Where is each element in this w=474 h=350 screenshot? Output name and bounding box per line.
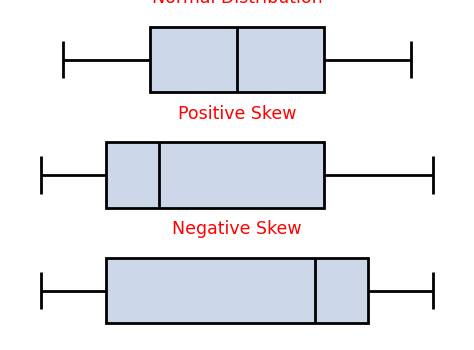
Text: Negative Skew: Negative Skew <box>172 220 302 238</box>
Bar <box>150 27 324 92</box>
Bar <box>106 258 368 323</box>
Bar <box>106 142 324 208</box>
Text: Positive Skew: Positive Skew <box>178 105 296 122</box>
Text: Normal Distribution: Normal Distribution <box>152 0 322 7</box>
